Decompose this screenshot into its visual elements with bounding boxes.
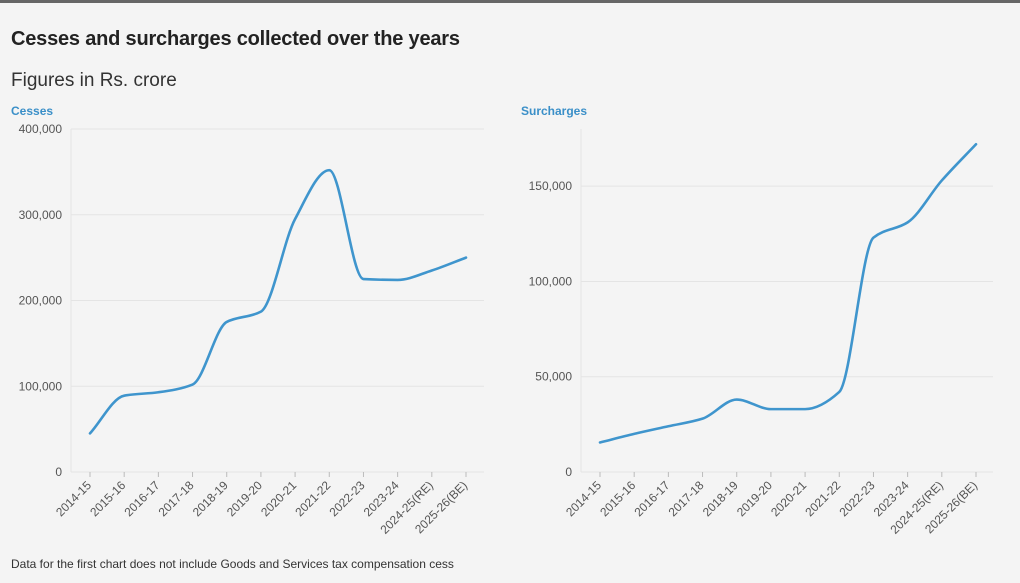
surcharges-data-point xyxy=(598,440,602,444)
cesses-data-point xyxy=(156,390,160,394)
top-rule xyxy=(0,0,1020,3)
cesses-data-point xyxy=(396,278,400,282)
surcharges-x-tick-label: 2022-23 xyxy=(837,478,878,519)
surcharges-data-point xyxy=(940,178,944,182)
cesses-x-tick-label: 2016-17 xyxy=(121,478,162,519)
surcharges-y-tick-label: 100,000 xyxy=(529,274,573,288)
cesses-y-tick-label: 200,000 xyxy=(19,294,63,308)
cesses-y-tick-label: 300,000 xyxy=(19,208,63,222)
cesses-series-line xyxy=(88,168,468,435)
cesses-data-point xyxy=(225,320,229,324)
cesses-chart: 0 100,000 200,000 300,000 400,000 2014-152015… xyxy=(19,122,484,537)
surcharges-data-point xyxy=(632,432,636,436)
surcharges-chart: 0 50,000 100,000 150,000 2014-152015-162016-… xyxy=(529,129,993,537)
cesses-data-point xyxy=(293,217,297,221)
chart-title: Cesses and surcharges collected over the… xyxy=(11,28,460,50)
cesses-data-point xyxy=(259,310,263,314)
surcharges-x-tick-label: 2016-17 xyxy=(631,478,672,519)
surcharges-data-point xyxy=(871,236,875,240)
cesses-data-point xyxy=(464,256,468,260)
surcharges-data-point xyxy=(735,398,739,402)
cesses-data-point xyxy=(122,394,126,398)
footnote: Data for the first chart does not includ… xyxy=(11,557,454,571)
chart-subtitle: Figures in Rs. crore xyxy=(11,70,177,91)
surcharges-y-tick-label: 150,000 xyxy=(529,179,573,193)
surcharges-y-tick-label: 0 xyxy=(565,465,572,479)
surcharges-data-point xyxy=(974,142,978,146)
surcharges-data-point xyxy=(701,417,705,421)
cesses-data-point xyxy=(430,268,434,272)
surcharges-x-tick-label: 2020-21 xyxy=(768,478,809,519)
cesses-x-tick-label: 2021-22 xyxy=(292,478,333,519)
surcharges-y-tick-label: 50,000 xyxy=(535,370,572,384)
cesses-x-tick-label: 2015-16 xyxy=(87,478,128,519)
surcharges-series-line xyxy=(598,142,978,444)
cesses-x-tick-label: 2020-21 xyxy=(258,478,299,519)
cesses-panel-title: Cesses xyxy=(11,104,54,118)
surcharges-data-point xyxy=(666,424,670,428)
cesses-x-tick-label: 2014-15 xyxy=(53,478,94,519)
surcharges-x-tick-label: 2017-18 xyxy=(666,478,707,519)
cesses-x-tick-label: 2022-23 xyxy=(327,478,368,519)
surcharges-data-point xyxy=(769,407,773,411)
surcharges-x-tick-label: 2021-22 xyxy=(802,478,843,519)
surcharges-x-tick-label: 2014-15 xyxy=(563,478,604,519)
cesses-data-point xyxy=(191,383,195,387)
surcharges-data-point xyxy=(803,407,807,411)
surcharges-data-point xyxy=(906,220,910,224)
cesses-data-point xyxy=(361,277,365,281)
surcharges-x-tick-label: 2015-16 xyxy=(597,478,638,519)
surcharges-data-point xyxy=(837,390,841,394)
cesses-y-tick-label: 0 xyxy=(55,465,62,479)
cesses-x-tick-label: 2017-18 xyxy=(156,478,197,519)
cesses-y-tick-label: 100,000 xyxy=(19,379,63,393)
cesses-x-tick-label: 2018-19 xyxy=(190,478,231,519)
cesses-data-point xyxy=(88,431,92,435)
cesses-data-point xyxy=(327,168,331,172)
surcharges-panel-title: Surcharges xyxy=(521,104,588,118)
cesses-y-tick-label: 400,000 xyxy=(19,122,63,136)
surcharges-x-tick-label: 2019-20 xyxy=(734,478,775,519)
surcharges-x-tick-label: 2018-19 xyxy=(700,478,741,519)
cesses-x-tick-label: 2019-20 xyxy=(224,478,265,519)
